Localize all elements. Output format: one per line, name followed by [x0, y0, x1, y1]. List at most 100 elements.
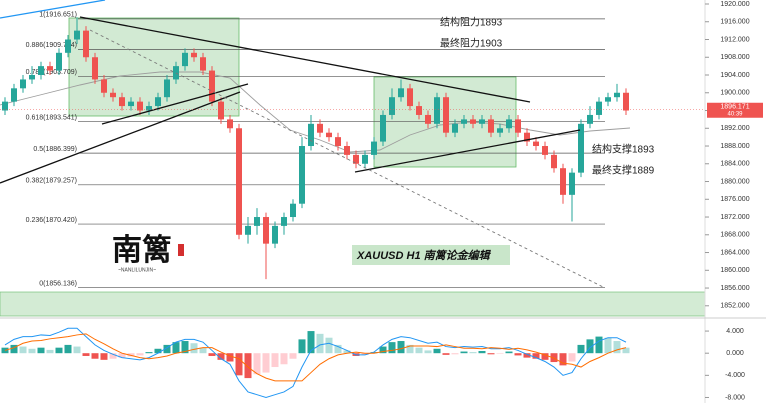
candle-body [569, 172, 575, 195]
candle-body [110, 92, 116, 98]
macd-histogram-bar [289, 353, 297, 359]
macd-histogram-bar [361, 353, 369, 355]
candle-body [425, 114, 431, 124]
macd-histogram-bar [10, 344, 18, 354]
fib-label: 0(1856.136) [39, 280, 77, 287]
fib-label: 1(1916.651) [39, 12, 77, 19]
macd-histogram-bar [19, 346, 27, 354]
candle-body [29, 75, 35, 80]
y-tick-label: 1860.000 [720, 267, 749, 274]
annotation: 结构支撑1893 [592, 143, 655, 156]
y-tick-label: 1888.000 [720, 143, 749, 150]
candle-body [56, 52, 62, 71]
macd-histogram-bar [514, 353, 522, 356]
candle-body [47, 66, 53, 71]
candle-body [506, 119, 512, 129]
macd-histogram-bar [307, 331, 315, 354]
y-tick-label: 1852.000 [720, 303, 749, 310]
candle-body [119, 97, 125, 107]
macd-histogram-bar [595, 336, 603, 354]
candle-body [434, 97, 440, 124]
candle-body [524, 132, 530, 142]
y-tick-label: 1908.000 [720, 54, 749, 61]
macd-histogram-bar [325, 337, 333, 354]
candle-body [353, 154, 359, 164]
axis-panel [705, 0, 766, 403]
trendline [0, 0, 106, 19]
macd-histogram-bar [46, 349, 54, 354]
candle-body [578, 123, 584, 173]
trendline [0, 91, 241, 184]
macd-histogram-bar [559, 353, 567, 366]
candle-body [155, 97, 161, 107]
macd-histogram-bar [505, 351, 513, 354]
macd-histogram-bar [568, 353, 576, 362]
macd-histogram-bar [163, 344, 171, 354]
candle-body [362, 154, 368, 164]
y-tick-label: 1856.000 [720, 285, 749, 292]
candle-body [326, 132, 332, 138]
y-tick-label: 1920.000 [720, 1, 749, 8]
macd-histogram-bar [280, 353, 288, 365]
macd-histogram-bar [217, 353, 225, 360]
macd-histogram-bar [235, 353, 243, 376]
macd-histogram-bar [577, 344, 585, 354]
countdown: 40:39 [727, 111, 743, 117]
macd-histogram-bar [109, 353, 117, 359]
candle-body [101, 79, 107, 93]
support-zone [0, 291, 706, 317]
candle-body [479, 119, 485, 124]
macd-histogram-bar [622, 347, 630, 354]
macd-histogram-bar [127, 353, 135, 357]
trendline [89, 29, 606, 289]
macd-histogram-bar [298, 339, 306, 354]
candle-body [254, 217, 260, 226]
macd-histogram-bar [199, 347, 207, 354]
candle-body [263, 217, 269, 244]
macd-histogram-bar [613, 341, 621, 354]
candle-body [11, 88, 17, 102]
candle-body [245, 225, 251, 235]
candle-body [623, 92, 629, 111]
candle-body [38, 66, 44, 76]
candle-body [182, 52, 188, 67]
macd-histogram-bar [487, 353, 495, 355]
candle-body [515, 119, 521, 133]
candle-body [272, 225, 278, 244]
candle-body [560, 168, 566, 195]
macd-histogram-bar [379, 346, 387, 354]
candle-body [551, 154, 557, 169]
current-price-tag [707, 102, 763, 118]
y-tick-label: 1912.000 [720, 36, 749, 43]
candle-body [587, 114, 593, 124]
candle-body [227, 119, 233, 129]
candle-body [488, 119, 494, 133]
trendline [79, 16, 531, 103]
candle-body [398, 88, 404, 98]
candle-body [299, 146, 305, 204]
y-tick-label: 1892.000 [720, 125, 749, 132]
candle-body [74, 30, 80, 40]
macd-histogram-bar [406, 344, 414, 354]
candles [2, 17, 629, 280]
fib-label: 0.886(1909.774) [26, 42, 77, 49]
candle-body [497, 128, 503, 133]
y-tick-label: 1872.000 [720, 214, 749, 221]
macd-histogram-bar [262, 353, 270, 373]
macd-histogram-bar [460, 351, 468, 354]
candle-body [164, 79, 170, 98]
candle-body [200, 57, 206, 71]
title-box [352, 245, 510, 265]
candle-body [416, 106, 422, 115]
y-tick-label: 1916.000 [720, 19, 749, 26]
annotation: 最终阻力1903 [440, 37, 503, 50]
candle-body [596, 101, 602, 115]
candle-body [83, 30, 89, 58]
macd-histogram-bar [118, 353, 126, 358]
annotation: 最终支撑1889 [592, 164, 655, 177]
macd-histogram-bar [523, 353, 531, 358]
candle-body [128, 101, 134, 107]
macd-histogram-bar [388, 342, 396, 354]
fib-label: 0.5(1886.399) [33, 146, 77, 153]
macd-histogram-bar [172, 342, 180, 354]
